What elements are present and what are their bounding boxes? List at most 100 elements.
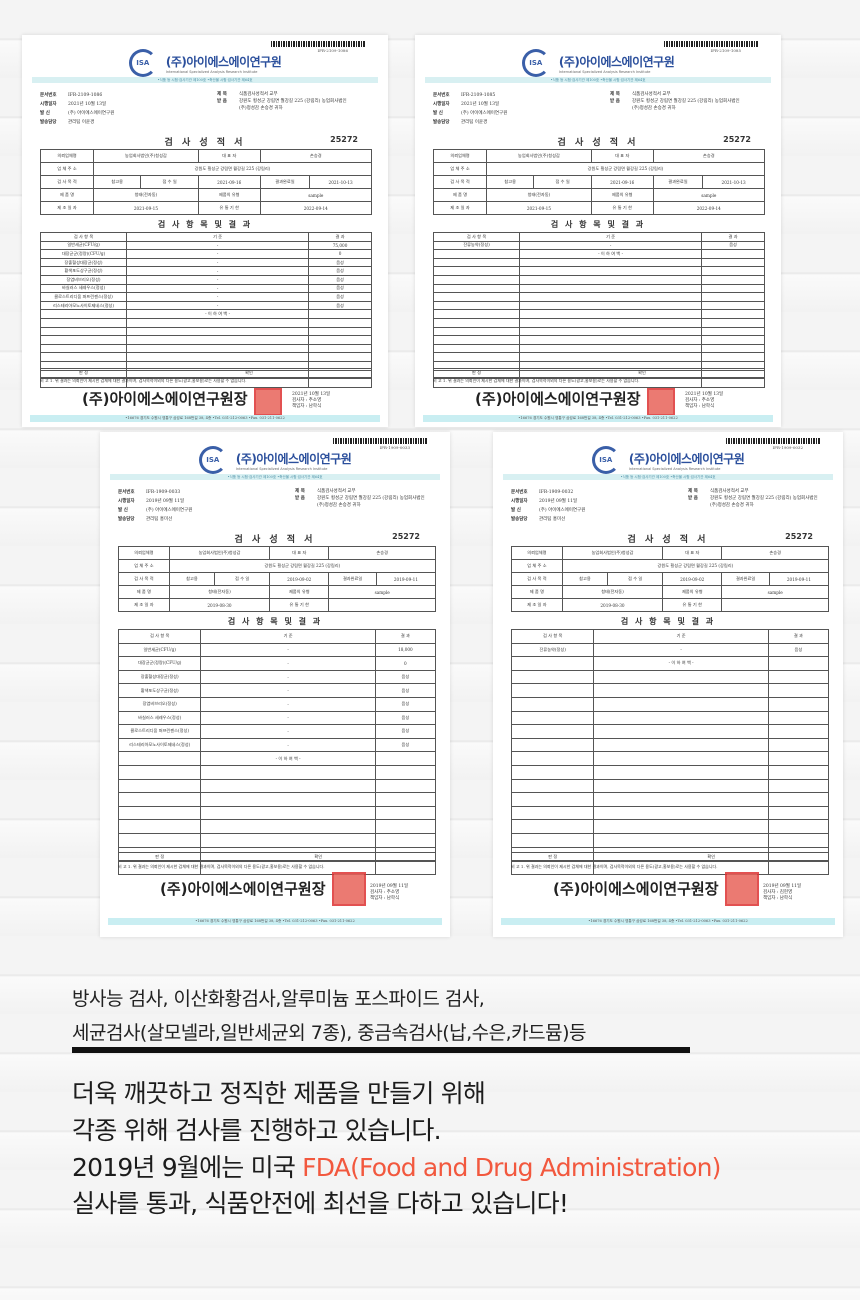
label: 유 통 기 한 [197, 201, 261, 215]
label: 제 목 [688, 489, 698, 494]
empty-cell [510, 819, 595, 834]
empty-cell [593, 724, 769, 739]
empty-row [117, 805, 437, 821]
label: 검 사 목 적 [118, 572, 170, 586]
institute-subtitle: International Specialized Analysis Resea… [165, 69, 258, 74]
empty-cell [767, 751, 830, 766]
empty-row [117, 792, 437, 807]
label: 접 수 일 [214, 572, 271, 586]
empty-cell [510, 737, 595, 753]
empty-cell [432, 300, 521, 311]
empty-cell [593, 764, 769, 780]
empty-row [510, 669, 830, 685]
label: 발 신 [433, 111, 443, 116]
sign-date: 2021년 10월 13일 [685, 392, 724, 397]
test-result: 음성 [374, 724, 437, 739]
empty-cell [510, 792, 595, 807]
label: 시행일자 [511, 499, 528, 504]
empty-cell [432, 292, 521, 302]
note: 비 고 1. 위 결과는 의뢰인이 제시한 검체에 대한 결과이며, 검사목적이… [511, 864, 718, 869]
end-mark: - 이 하 여 백 - [126, 309, 310, 319]
institute-logo: ISA (주)아이에스에이연구원 International Specialize… [493, 446, 843, 474]
empty-cell [519, 292, 703, 302]
column-header: 결 과 [374, 629, 437, 644]
result-row: 클로스트리디움 퍼프린젠스(정성) - 음성 [117, 724, 437, 739]
product-name: 청태(전자동) [561, 585, 664, 599]
client: 농업회사법인(주)청성감 [485, 149, 592, 163]
label: 업 체 주 소 [511, 559, 563, 573]
column-header: 검 사 항 목 [39, 232, 128, 242]
label: 발송담당 [40, 120, 57, 125]
empty-cell [432, 283, 521, 294]
empty-cell [701, 335, 765, 345]
test-item: 리스테리아모노사이토제네스(정성) [39, 300, 128, 311]
column-header: 기 준 [593, 629, 769, 644]
empty-cell [767, 737, 830, 753]
label: 결과완료일 [259, 175, 311, 189]
request-info-table: 의뢰업체명 농업회사법인(주)청성감 대 표 자 손승경 업 체 주 소 강원도 횡성군… [40, 149, 373, 215]
test-standard: - [200, 737, 376, 753]
test-standard: - [519, 240, 703, 251]
result-row: 장출혈성대장균(정성) - 음성 [39, 257, 372, 268]
sender: (주) 아이에스에이연구원 [146, 508, 193, 513]
issue-date: 2021년 10월 13일 [68, 102, 107, 107]
results-title: 검 사 항 목 및 결 과 [550, 219, 646, 229]
result-row: 대장균군(정량)(CFU/g) -0 [39, 249, 372, 259]
test-item: 잔류농약(정성) [432, 240, 521, 251]
test-list-line-2: 세균검사(살모넬라,일반세균외 7종), 중금속검사(납,수은,카드뮴)등 [72, 1022, 586, 1044]
label: 대 표 자 [269, 546, 330, 560]
empty-cell [200, 805, 376, 821]
empty-cell [117, 832, 202, 848]
sign-date: 2021년 10월 13일 [292, 392, 331, 397]
empty-cell [593, 737, 769, 753]
empty-cell [593, 669, 769, 685]
sender: (주) 아이에스에이연구원 [461, 111, 508, 116]
isa-logo-icon: ISA [198, 446, 227, 474]
label: 받 음 [295, 496, 305, 501]
test-standard: - [593, 642, 769, 658]
footer-address: •16676 경기도 수원시 영통구 삼성로 168번길 38, 4층 •Tel… [423, 415, 773, 422]
label: 업 체 주 소 [118, 559, 170, 573]
verdict-value: 확인 [519, 368, 765, 378]
recipient-info: 제 목 식품검사성적서 교부 받 음 강원도 횡성군 강림면 월강길 225 (강림… [610, 91, 760, 112]
label: 접 수 일 [140, 175, 199, 189]
empty-row [432, 292, 765, 302]
empty-cell [432, 335, 521, 345]
subject: 식품검사성적서 교부 [239, 92, 278, 97]
column-header: 검 사 항 목 [432, 232, 521, 242]
signature-info: 2019년 09월 11일 검사자 : 추소영 책임자 : 남학식 [370, 884, 408, 902]
manager: 관리팀 홍미선 [539, 517, 566, 522]
empty-cell [593, 683, 769, 698]
rep: 손승경 [652, 149, 766, 163]
paragraph-line-1: 더욱 깨끗하고 정직한 제품을 만들기 위해 [72, 1079, 486, 1108]
empty-cell [308, 309, 372, 319]
empty-cell [510, 778, 595, 794]
empty-cell [126, 352, 310, 362]
label: 받 음 [688, 496, 698, 501]
label: 대 표 자 [662, 546, 723, 560]
empty-row [432, 283, 765, 294]
empty-cell [701, 283, 765, 294]
test-standard: - [200, 656, 376, 671]
label: 의뢰업체명 [40, 149, 94, 163]
column-header: 기 준 [126, 232, 310, 242]
barcode-number: IFR-2109-1086 [317, 48, 348, 53]
verdict-table: 판 정 확인 [510, 852, 829, 862]
test-standard: - [126, 266, 310, 276]
test-standard: - [126, 240, 310, 251]
product-name: 청태(전자동) [92, 188, 199, 202]
institute-logo: ISA (주)아이에스에이연구원 International Specialize… [22, 49, 388, 77]
completed-date: 2021-10-13 [309, 175, 372, 189]
verdict-value: 확인 [200, 852, 436, 862]
subject: 식품검사성적서 교부 [317, 489, 356, 494]
empty-row [510, 832, 830, 848]
empty-cell [593, 819, 769, 834]
empty-row [117, 832, 437, 848]
certificate-title: 검 사 성 적 서 [234, 535, 316, 545]
test-standard: - [200, 696, 376, 712]
barcode-number: IFR-1909-0033 [379, 445, 410, 450]
label: 제 조 일 자 [118, 598, 170, 612]
empty-cell [519, 283, 703, 294]
institute-subtitle: International Specialized Analysis Resea… [558, 69, 651, 74]
